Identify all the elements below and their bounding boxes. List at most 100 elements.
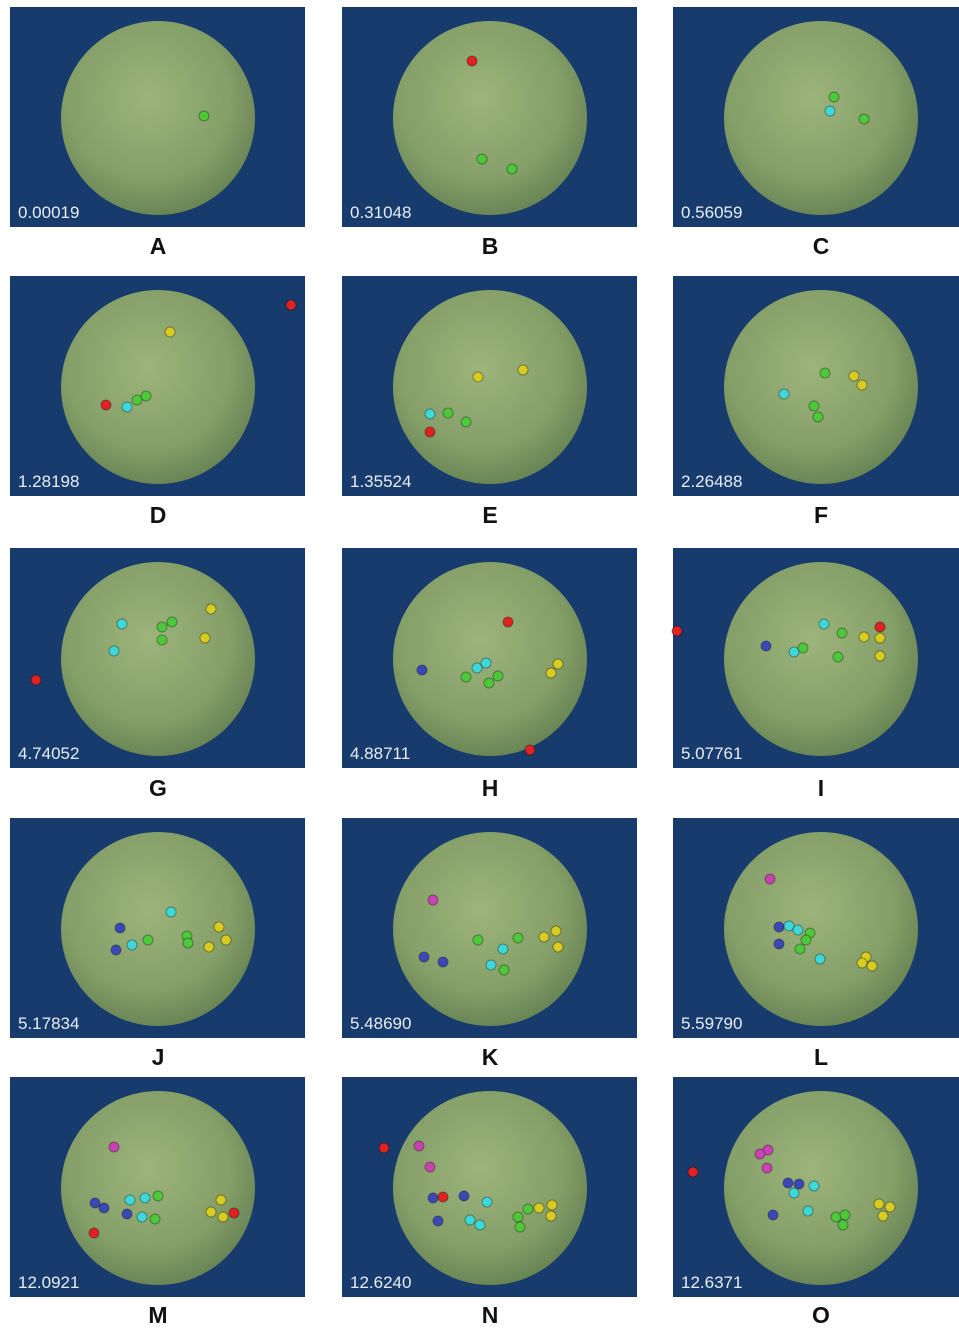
particle — [825, 106, 835, 116]
particle — [109, 646, 119, 656]
panel-letter: D — [150, 502, 167, 528]
particle — [815, 954, 825, 964]
particle — [539, 932, 549, 942]
particle — [513, 933, 523, 943]
particle — [551, 926, 561, 936]
particle — [874, 1199, 884, 1209]
particle — [90, 1198, 100, 1208]
particle — [857, 380, 867, 390]
particle — [150, 1214, 160, 1224]
panel-letter: M — [148, 1302, 167, 1328]
sphere — [393, 1091, 587, 1285]
particle — [859, 114, 869, 124]
particle — [795, 944, 805, 954]
particle — [433, 1216, 443, 1226]
particle — [761, 641, 771, 651]
particle — [428, 1193, 438, 1203]
panel-letter: H — [482, 775, 499, 801]
particle — [875, 622, 885, 632]
particle — [803, 1206, 813, 1216]
panel-letter: O — [812, 1302, 830, 1328]
particle — [484, 678, 494, 688]
particle — [831, 1212, 841, 1222]
particle — [798, 643, 808, 653]
particle — [507, 164, 517, 174]
time-label: 5.59790 — [681, 1014, 742, 1033]
time-label: 0.56059 — [681, 203, 742, 222]
particle — [813, 412, 823, 422]
time-label: 5.17834 — [18, 1014, 79, 1033]
particle — [672, 626, 682, 636]
particle — [115, 923, 125, 933]
particle — [216, 1195, 226, 1205]
particle — [499, 965, 509, 975]
particle — [867, 961, 877, 971]
particle — [122, 402, 132, 412]
panel-letter: F — [814, 502, 828, 528]
particle — [229, 1208, 239, 1218]
particle — [553, 942, 563, 952]
particle — [379, 1143, 389, 1153]
particle — [417, 665, 427, 675]
sphere — [393, 21, 587, 215]
particle — [109, 1142, 119, 1152]
particle — [829, 92, 839, 102]
particle — [459, 1191, 469, 1201]
figure: 0.00019A0.31048B0.56059C1.28198D1.35524E… — [0, 0, 959, 1329]
particle — [486, 960, 496, 970]
panel-letter: L — [814, 1044, 828, 1070]
particle — [157, 635, 167, 645]
particle — [286, 300, 296, 310]
particle — [111, 945, 121, 955]
time-label: 2.26488 — [681, 472, 742, 491]
particle — [801, 935, 811, 945]
particle — [768, 1210, 778, 1220]
particle — [475, 1220, 485, 1230]
particle — [132, 395, 142, 405]
particle — [428, 895, 438, 905]
particle — [523, 1204, 533, 1214]
particle — [837, 628, 847, 638]
particle — [789, 647, 799, 657]
sphere — [724, 21, 918, 215]
particle — [473, 935, 483, 945]
sphere — [61, 290, 255, 484]
particle — [438, 957, 448, 967]
sphere — [61, 21, 255, 215]
particle — [789, 1188, 799, 1198]
particle — [482, 1197, 492, 1207]
particle — [849, 371, 859, 381]
particle — [875, 651, 885, 661]
time-label: 12.6240 — [350, 1273, 411, 1292]
particle — [859, 632, 869, 642]
particle — [443, 408, 453, 418]
sphere — [724, 832, 918, 1026]
particle — [875, 633, 885, 643]
particle — [425, 409, 435, 419]
particle — [221, 935, 231, 945]
particle — [885, 1202, 895, 1212]
time-label: 12.6371 — [681, 1273, 742, 1292]
particle — [153, 1191, 163, 1201]
time-label: 0.31048 — [350, 203, 411, 222]
particle — [137, 1212, 147, 1222]
sphere — [61, 832, 255, 1026]
particle — [755, 1149, 765, 1159]
time-label: 12.0921 — [18, 1273, 79, 1292]
particle — [820, 368, 830, 378]
panel-letter: G — [149, 775, 167, 801]
particle — [809, 401, 819, 411]
panel-letter: B — [482, 233, 499, 259]
time-label: 1.28198 — [18, 472, 79, 491]
panel-letter: E — [482, 502, 497, 528]
particle — [525, 745, 535, 755]
time-label: 5.07761 — [681, 744, 742, 763]
particle — [774, 922, 784, 932]
particle — [218, 1212, 228, 1222]
particle — [461, 672, 471, 682]
particle — [117, 619, 127, 629]
particle — [477, 154, 487, 164]
particle — [206, 1207, 216, 1217]
particle — [166, 907, 176, 917]
particle — [546, 1211, 556, 1221]
